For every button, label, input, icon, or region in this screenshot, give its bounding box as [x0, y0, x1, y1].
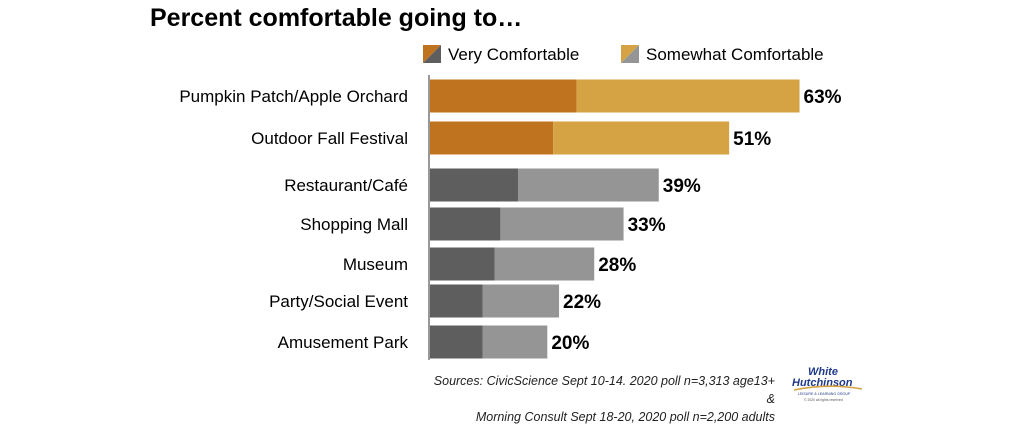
bar-somewhat-comfortable-restaurant-caf	[517, 168, 659, 202]
bar-very-comfortable-party-social-event	[430, 284, 483, 318]
bar-somewhat-comfortable-outdoor-fall-festival	[553, 121, 730, 155]
chart-title: Percent comfortable going to…	[150, 4, 522, 32]
logo-text-white: White	[808, 366, 838, 378]
legend-label-somewhat-comfortable: Somewhat Comfortable	[646, 45, 824, 64]
legend-item-somewhat-comfortable: Somewhat Comfortable	[621, 45, 824, 64]
bar-somewhat-comfortable-museum	[494, 247, 595, 281]
total-label-shopping-mall: 33%	[628, 215, 666, 236]
total-label-restaurant-caf: 39%	[663, 176, 701, 197]
sources-line-1: Sources: CivicScience Sept 10-14. 2020 p…	[433, 374, 775, 406]
logo-swoosh-icon	[793, 385, 863, 391]
total-label-amusement-park: 20%	[551, 333, 589, 354]
total-label-outdoor-fall-festival: 51%	[733, 129, 771, 150]
category-label-amusement-park: Amusement Park	[278, 333, 409, 352]
category-label-party-social-event: Party/Social Event	[269, 292, 408, 311]
bar-very-comfortable-pumpkin-patch-apple-orchard	[430, 79, 577, 113]
bars	[430, 79, 800, 359]
bar-very-comfortable-amusement-park	[430, 325, 483, 359]
sources-line-2: Morning Consult Sept 18-20, 2020 poll n=…	[475, 410, 775, 424]
category-label-museum: Museum	[343, 255, 408, 274]
total-label-museum: 28%	[598, 255, 636, 276]
total-label-party-social-event: 22%	[563, 292, 601, 313]
category-label-outdoor-fall-festival: Outdoor Fall Festival	[251, 129, 408, 148]
chart: Percent comfortable going to… Very Comfo…	[150, 4, 842, 360]
bar-very-comfortable-museum	[430, 247, 495, 281]
logo-tagline: LEISURE & LEARNING GROUP	[798, 392, 851, 396]
bar-somewhat-comfortable-shopping-mall	[500, 207, 624, 241]
bar-very-comfortable-restaurant-caf	[430, 168, 518, 202]
total-labels: 63% 51% 39% 33% 28% 22% 20%	[551, 87, 841, 354]
bar-somewhat-comfortable-party-social-event	[482, 284, 560, 318]
category-label-shopping-mall: Shopping Mall	[300, 215, 408, 234]
total-label-pumpkin-patch-apple-orchard: 63%	[804, 87, 842, 108]
white-hutchinson-logo: White Hutchinson LEISURE & LEARNING GROU…	[792, 366, 863, 402]
sources-note: Sources: CivicScience Sept 10-14. 2020 p…	[430, 372, 775, 426]
category-label-pumpkin-patch-apple-orchard: Pumpkin Patch/Apple Orchard	[179, 87, 408, 106]
category-labels: Pumpkin Patch/Apple Orchard Outdoor Fall …	[179, 87, 408, 352]
legend: Very Comfortable Somewhat Comfortable	[423, 45, 824, 64]
legend-item-very-comfortable: Very Comfortable	[423, 45, 579, 64]
bar-very-comfortable-shopping-mall	[430, 207, 501, 241]
bar-somewhat-comfortable-amusement-park	[482, 325, 548, 359]
bar-somewhat-comfortable-pumpkin-patch-apple-orchard	[576, 79, 800, 113]
legend-swatch-very-indoor	[423, 45, 441, 63]
category-label-restaurant-caf: Restaurant/Café	[284, 176, 408, 195]
legend-swatch-somewhat-indoor	[621, 45, 639, 63]
bar-very-comfortable-outdoor-fall-festival	[430, 121, 554, 155]
legend-label-very-comfortable: Very Comfortable	[448, 45, 579, 64]
logo-copyright: © 2020 all rights reserved	[804, 398, 843, 402]
